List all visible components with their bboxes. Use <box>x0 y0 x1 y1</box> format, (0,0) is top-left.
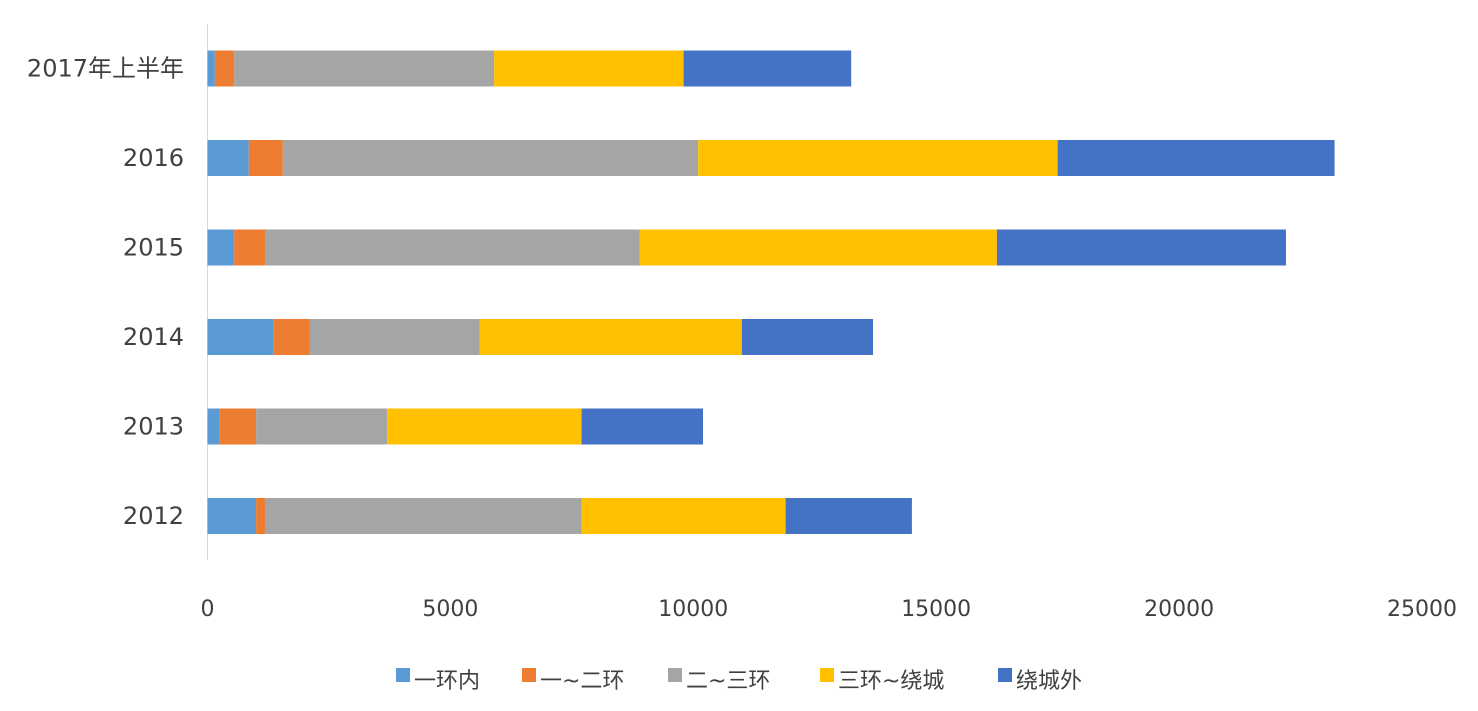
bar-segment-2-1 <box>273 319 310 355</box>
legend-label-4: 绕城外 <box>1016 669 1082 694</box>
bar-segment-0-3 <box>581 498 786 534</box>
bars-group <box>207 50 1335 534</box>
legend: 一环内 一~二环 二~三环 三环~绕城 绕城外 <box>396 668 1082 694</box>
bar-segment-5-1 <box>214 50 235 87</box>
bar-segment-0-4 <box>785 498 912 534</box>
bar-segment-3-1 <box>234 229 266 266</box>
bar-segment-4-1 <box>248 140 283 176</box>
bar-segment-5-2 <box>234 50 495 87</box>
bar-segment-2-0 <box>207 319 274 355</box>
category-label-5: 2017年上半年 <box>27 55 184 83</box>
x-tick-label-2: 10000 <box>658 597 728 622</box>
bar-segment-3-2 <box>265 229 640 266</box>
category-label-0: 2012 <box>123 502 184 530</box>
bar-segment-3-0 <box>207 229 235 266</box>
bar-segment-0-1 <box>256 498 266 534</box>
legend-swatch-1 <box>522 668 536 682</box>
legend-label-0: 一环内 <box>414 669 480 694</box>
legend-label-3: 三环~绕城 <box>838 669 944 694</box>
bar-segment-5-3 <box>494 50 684 87</box>
legend-swatch-3 <box>820 668 834 682</box>
legend-swatch-2 <box>668 668 682 682</box>
bar-segment-3-3 <box>639 229 997 266</box>
x-tick-label-0: 0 <box>201 597 215 622</box>
legend-swatch-0 <box>396 668 410 682</box>
category-labels: 2012 2013 2014 2015 2016 2017年上半年 <box>27 55 184 531</box>
bar-segment-1-0 <box>207 408 220 445</box>
bar-segment-4-3 <box>698 140 1058 176</box>
x-tick-label-1: 5000 <box>422 597 478 622</box>
legend-label-2: 二~三环 <box>686 669 770 694</box>
category-label-1: 2013 <box>123 413 184 441</box>
bar-segment-0-0 <box>207 498 257 534</box>
bar-segment-4-2 <box>282 140 699 176</box>
bar-segment-2-3 <box>479 319 742 355</box>
bar-segment-1-3 <box>387 408 582 445</box>
bar-segment-4-0 <box>207 140 249 176</box>
bar-segment-1-4 <box>581 408 704 445</box>
bar-segment-5-0 <box>207 50 215 87</box>
category-label-2: 2014 <box>123 323 184 351</box>
legend-label-1: 一~二环 <box>540 669 624 694</box>
bar-segment-5-4 <box>683 50 852 87</box>
x-axis-tick-labels: 0 5000 10000 15000 20000 25000 <box>201 597 1458 622</box>
category-label-4: 2016 <box>123 144 184 172</box>
bar-segment-2-4 <box>741 319 874 355</box>
bar-segment-2-2 <box>309 319 480 355</box>
category-label-3: 2015 <box>123 234 184 262</box>
bar-segment-1-2 <box>256 408 388 445</box>
x-tick-label-5: 25000 <box>1387 597 1457 622</box>
legend-swatch-4 <box>998 668 1012 682</box>
bar-segment-3-4 <box>996 229 1286 266</box>
x-tick-label-4: 20000 <box>1144 597 1214 622</box>
x-tick-label-3: 15000 <box>901 597 971 622</box>
bar-segment-4-4 <box>1057 140 1335 176</box>
bar-segment-1-1 <box>219 408 257 445</box>
bar-segment-0-2 <box>265 498 582 534</box>
